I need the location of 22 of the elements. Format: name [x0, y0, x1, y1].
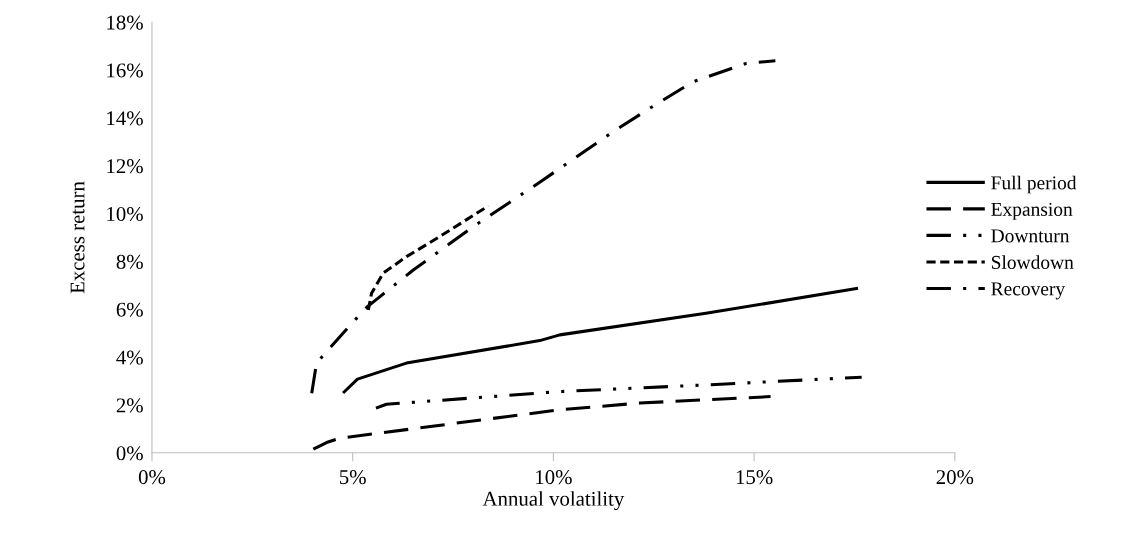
- x-tick-label: 20%: [936, 470, 974, 485]
- y-tick-label: 4%: [116, 350, 143, 365]
- y-tick-label: 6%: [116, 302, 143, 317]
- x-axis-title: Annual volatility: [482, 491, 625, 511]
- y-tick-label: 8%: [116, 254, 143, 269]
- x-tick-label: 0%: [138, 470, 166, 485]
- x-tick-label: 15%: [736, 470, 773, 485]
- legend-label: Expansion: [991, 202, 1073, 220]
- y-tick-label: 16%: [107, 63, 143, 78]
- legend-label: Downturn: [991, 229, 1070, 243]
- legend-label: Recovery: [991, 282, 1066, 300]
- legend-label: Slowdown: [991, 255, 1074, 269]
- x-tick-label: 5%: [340, 470, 366, 485]
- y-axis-title: Excess return: [70, 181, 85, 294]
- y-tick-label: 14%: [107, 111, 143, 126]
- y-tick-label: 18%: [107, 15, 143, 30]
- y-tick-label: 2%: [116, 398, 143, 413]
- y-tick-label: 12%: [107, 159, 143, 174]
- legend-label: Full period: [991, 175, 1077, 194]
- y-tick-label: 10%: [107, 206, 143, 222]
- y-tick-label: 0%: [116, 446, 143, 461]
- x-tick-label: 10%: [536, 470, 572, 485]
